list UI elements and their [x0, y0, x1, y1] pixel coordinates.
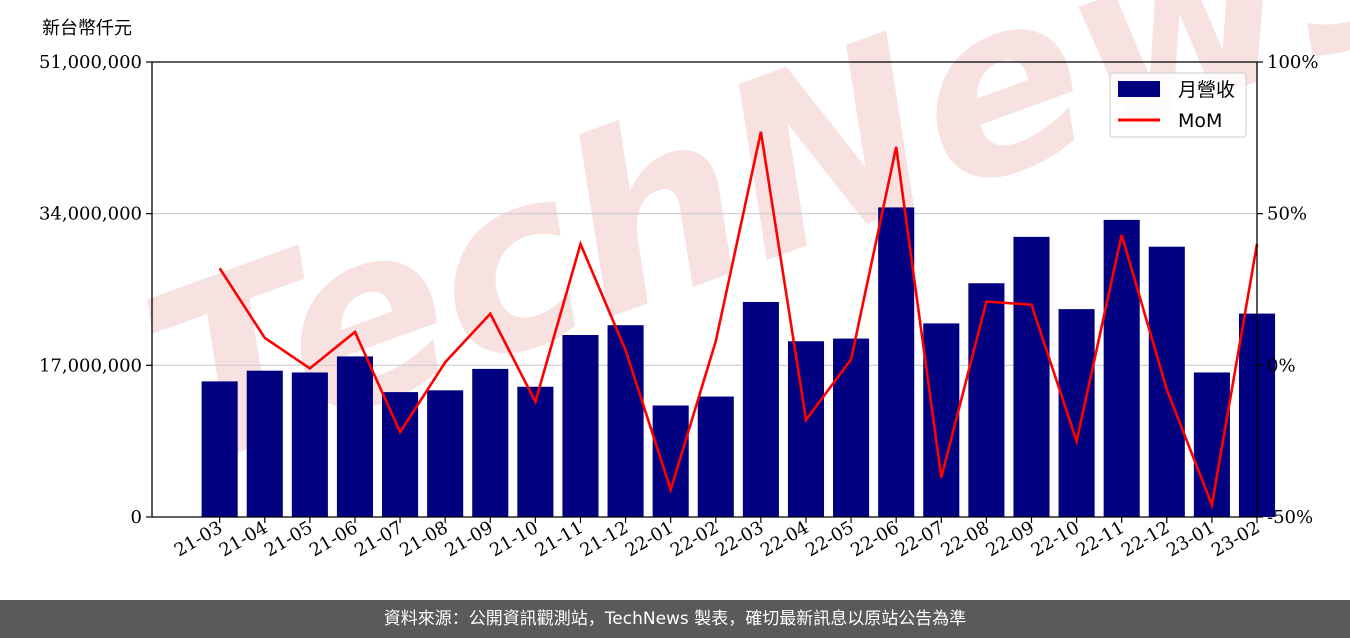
y-unit-label: 新台幣仟元: [42, 18, 132, 39]
legend-line-label: MoM: [1178, 110, 1222, 132]
bar-22-12: [1148, 246, 1185, 518]
x-tick-label: 22-11: [1073, 517, 1128, 561]
x-tick-label: 22-12: [1118, 517, 1173, 561]
x-tick-label: 21-08: [396, 517, 451, 561]
y-right-tick-label: 0%: [1267, 355, 1296, 376]
bar-22-01: [652, 405, 689, 517]
y-right-tick-label: -50%: [1267, 507, 1313, 528]
y-axis-left: 0 17,000,000 34,000,000 51,000,000: [39, 52, 152, 528]
x-tick-label: 22-05: [802, 517, 857, 561]
x-tick-label: 21-11: [532, 517, 587, 561]
bar-series: [201, 207, 1276, 518]
x-tick-label: 22-07: [892, 517, 947, 561]
bar-22-03: [742, 301, 779, 517]
x-tick-label: 22-09: [983, 517, 1038, 561]
x-tick-label: 23-02: [1208, 517, 1263, 561]
y-right-tick-label: 100%: [1267, 52, 1318, 73]
y-right-tick-label: 50%: [1267, 204, 1307, 225]
bar-22-09: [1013, 236, 1050, 518]
x-tick-label: 22-02: [667, 517, 722, 561]
x-tick-label: 21-07: [351, 517, 406, 561]
y-left-tick-label: 51,000,000: [39, 52, 142, 73]
bar-21-09: [472, 368, 509, 517]
legend-bar-label: 月營收: [1178, 79, 1235, 101]
y-left-tick-label: 34,000,000: [39, 204, 142, 225]
x-tick-label: 23-01: [1163, 517, 1218, 561]
bar-22-04: [787, 341, 825, 517]
bar-21-11: [562, 335, 599, 517]
bar-22-05: [833, 338, 870, 517]
x-tick-label: 21-10: [486, 517, 541, 561]
x-tick-label: 22-10: [1028, 517, 1083, 561]
y-left-tick-label: 0: [131, 507, 142, 528]
axes: [151, 61, 1258, 518]
mom-line-series: [218, 131, 1259, 510]
x-tick-label: 21-09: [441, 517, 496, 561]
x-tick-label: 21-06: [306, 517, 361, 561]
bar-21-03: [201, 381, 238, 517]
x-tick-label: 22-06: [847, 517, 902, 561]
y-left-tick-label: 17,000,000: [39, 355, 142, 376]
y-axis-right: -50% 0% 50% 100%: [1257, 52, 1318, 528]
bar-21-12: [607, 325, 644, 517]
bar-21-04: [246, 370, 283, 517]
bar-21-10: [517, 386, 554, 517]
bar-21-08: [427, 390, 464, 517]
x-tick-label: 21-12: [577, 517, 632, 561]
x-tick-label: 21-03: [171, 517, 226, 561]
x-tick-label: 22-08: [937, 517, 992, 561]
bar-23-01: [1193, 372, 1230, 517]
mom-line: [218, 131, 1259, 510]
bar-22-07: [923, 323, 960, 517]
x-tick-label: 22-01: [622, 517, 677, 561]
bar-21-05: [291, 372, 328, 517]
legend-bar-swatch: [1118, 81, 1160, 97]
source-footer: 資料來源：公開資訊觀測站，TechNews 製表，確切最新訊息以原站公告為準: [0, 600, 1350, 638]
bar-21-06: [336, 356, 373, 517]
x-tick-label: 21-05: [261, 517, 316, 561]
x-axis-ticks: 21-0321-0421-0521-0621-0721-0821-0921-10…: [171, 517, 1264, 561]
legend: 月營收 MoM: [1109, 72, 1247, 138]
bar-22-06: [878, 207, 915, 517]
x-tick-label: 22-03: [712, 517, 767, 561]
revenue-chart: TechNews 21-0321-0421-0521-0621-0721-082…: [39, 0, 1350, 561]
x-tick-label: 22-04: [757, 517, 812, 561]
bar-22-02: [697, 396, 734, 517]
bar-22-11: [1103, 219, 1140, 518]
bar-22-10: [1058, 309, 1095, 517]
bar-22-08: [968, 283, 1005, 517]
x-tick-label: 21-04: [216, 517, 271, 561]
